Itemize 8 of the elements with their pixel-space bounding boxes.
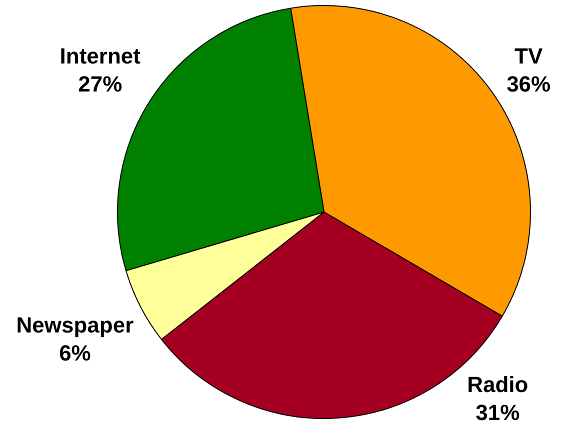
slice-label: Newspaper (16, 312, 134, 338)
data-label: 31% (476, 400, 520, 426)
slice-label: TV (514, 43, 543, 68)
slice-label: Internet (60, 44, 142, 69)
data-label: 36% (506, 71, 551, 96)
data-label: 6% (59, 340, 91, 366)
slice-label: Radio (467, 372, 528, 398)
data-label: 27% (78, 72, 122, 97)
